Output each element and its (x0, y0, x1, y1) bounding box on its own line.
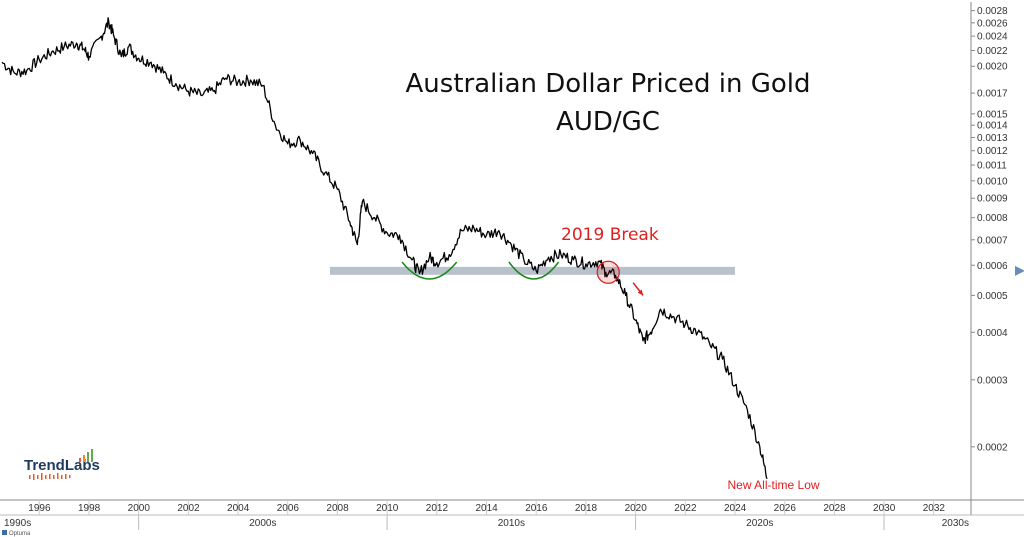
y-tick-label: 0.0017 (977, 89, 1008, 100)
y-tick-label: 0.0022 (977, 46, 1008, 57)
plot-area (2, 2, 971, 500)
x-tick-label: 2014 (476, 503, 499, 514)
series-line-aud-gc (1, 17, 768, 480)
x-tick-label: 2000 (128, 503, 151, 514)
x-axis-decade-ticks: 1990s 2000s 2010s 2020s 2030s (4, 515, 969, 530)
x-tick-label: 2032 (923, 503, 946, 514)
y-tick-label: 0.0005 (977, 291, 1008, 302)
annotation-new-low: New All-time Low (728, 478, 820, 492)
down-arrow (632, 282, 644, 296)
arc-2 (508, 261, 560, 280)
y-tick-label: 0.0011 (977, 161, 1007, 172)
y-tick-label: 0.0006 (977, 261, 1008, 272)
decade-label: 2020s (746, 518, 773, 529)
break-marker (596, 260, 620, 284)
chart-title: Australian Dollar Priced in Gold (406, 69, 811, 99)
chart-subtitle: AUD/GC (556, 107, 660, 137)
y-tick-label: 0.0002 (977, 442, 1008, 453)
x-tick-label: 2030 (873, 503, 896, 514)
x-axis-year-ticks: 1996 1998 2000 2002 2004 2006 2008 2010 2012 2014… (28, 500, 945, 515)
decade-label: 2030s (942, 518, 969, 529)
logo-bars-icon (29, 449, 93, 480)
footer-text: Optuma (9, 531, 31, 537)
y-axis-ticks: 0.0002 0.0003 0.0004 0.0005 0.0006 0.0007 0.00… (971, 6, 1008, 453)
x-tick-label: 2028 (823, 503, 846, 514)
x-tick-label: 1998 (78, 503, 101, 514)
annotations: 2019 Break New All-time Low (561, 225, 820, 492)
arc-1 (401, 261, 458, 280)
y-tick-label: 0.0026 (977, 18, 1008, 29)
x-tick-label: 2002 (177, 503, 200, 514)
green-arcs (401, 261, 560, 280)
y-tick-label: 0.0009 (977, 194, 1008, 205)
x-tick-label: 2022 (674, 503, 697, 514)
support-band (329, 266, 735, 275)
current-value-flag (1015, 265, 1024, 276)
x-tick-label: 2006 (277, 503, 300, 514)
support-band-rect (329, 266, 735, 275)
y-tick-label: 0.0015 (977, 109, 1008, 120)
x-tick-label: 2026 (774, 503, 797, 514)
footer: Optuma (2, 530, 31, 537)
current-value-marker (1015, 265, 1024, 276)
trendlabs-logo: TrendLabs (24, 449, 100, 480)
x-tick-label: 2008 (326, 503, 349, 514)
x-tick-label: 1996 (28, 503, 51, 514)
y-tick-label: 0.0024 (977, 32, 1008, 43)
y-tick-label: 0.0028 (977, 6, 1008, 17)
x-tick-label: 2004 (227, 503, 250, 514)
arrow-head (637, 289, 644, 296)
optuma-icon (2, 530, 7, 535)
x-tick-label: 2020 (625, 503, 648, 514)
y-tick-label: 0.0004 (977, 328, 1008, 339)
x-tick-label: 2018 (575, 503, 598, 514)
x-tick-label: 2012 (426, 503, 449, 514)
y-tick-label: 0.0020 (977, 62, 1008, 73)
x-tick-label: 2024 (724, 503, 747, 514)
decade-label: 2010s (498, 518, 525, 529)
decade-label: 1990s (4, 518, 31, 529)
y-tick-label: 0.0012 (977, 146, 1008, 157)
break-circle (596, 260, 620, 284)
x-tick-label: 2010 (376, 503, 399, 514)
y-tick-label: 0.0010 (977, 176, 1008, 187)
y-tick-label: 0.0007 (977, 235, 1008, 246)
y-tick-label: 0.0003 (977, 375, 1008, 386)
decade-label: 2000s (249, 518, 276, 529)
x-tick-label: 2016 (525, 503, 548, 514)
annotation-2019-break: 2019 Break (561, 225, 659, 245)
y-tick-label: 0.0014 (977, 121, 1008, 132)
y-tick-label: 0.0013 (977, 133, 1008, 144)
y-tick-label: 0.0008 (977, 213, 1008, 224)
